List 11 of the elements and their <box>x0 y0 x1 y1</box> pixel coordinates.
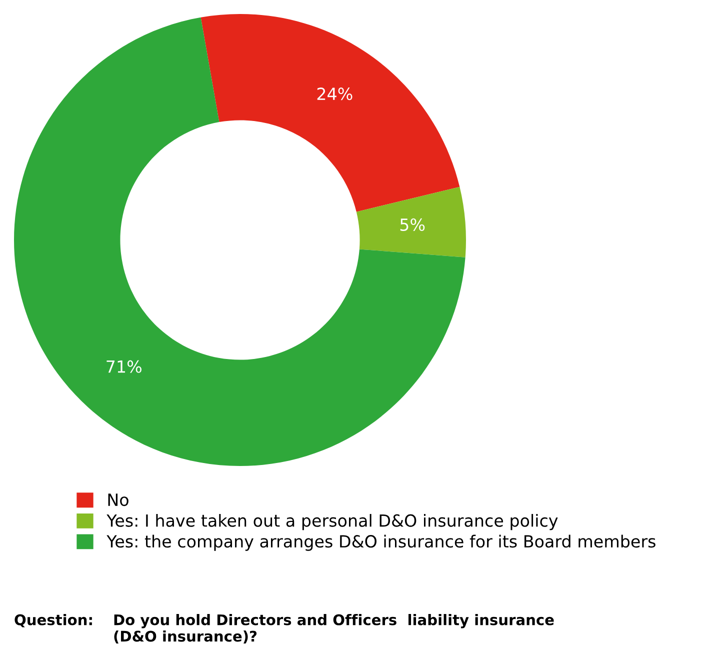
legend-label: Yes: the company arranges D&O insurance for its Board members <box>106 534 656 551</box>
legend-label: Yes: I have taken out a personal D&O insurance policy <box>106 514 558 530</box>
data-label: 24% <box>317 88 352 100</box>
donut-slice <box>14 17 466 466</box>
data-label: 5% <box>400 218 425 231</box>
donut-slice <box>200 14 460 212</box>
data-label: 71% <box>106 360 142 373</box>
legend-label: No <box>108 494 128 506</box>
donut-slice <box>356 186 466 258</box>
text: Question: <box>14 614 92 628</box>
text: Do you hold Directors and Officers liability insurance (D&O insurance)? <box>114 614 554 644</box>
